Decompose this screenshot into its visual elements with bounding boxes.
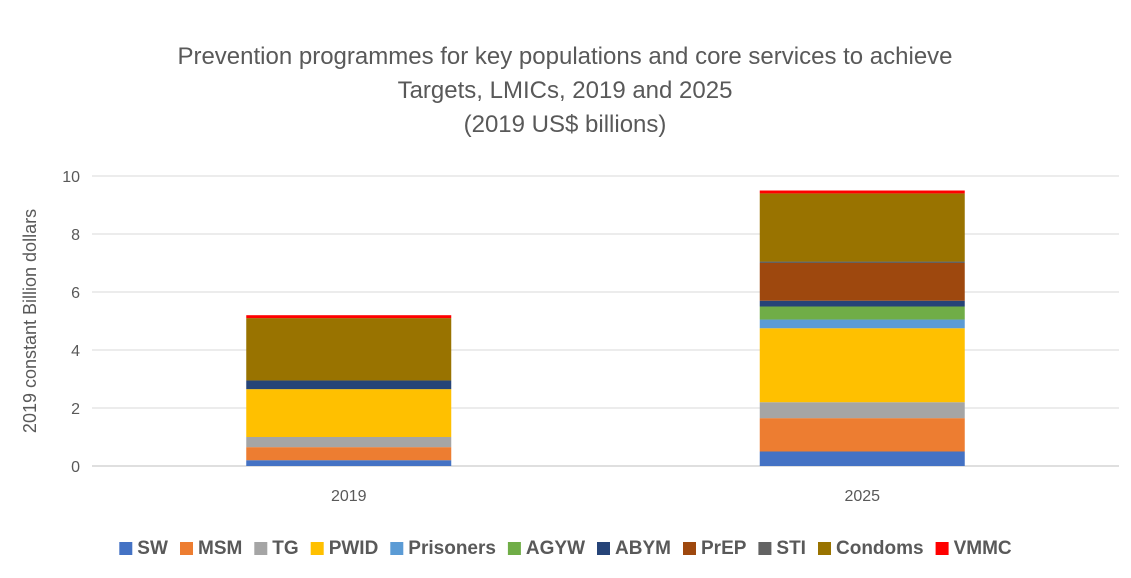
bar-segment-sw [759,451,965,466]
legend-swatch [758,542,772,555]
bar-segment-pwid [759,328,965,403]
legend-label: TG [272,538,298,559]
legend-item-msm: MSM [180,538,242,559]
legend-item-prisoners: Prisoners [390,538,496,559]
legend-swatch [180,542,193,555]
bar-segment-agyw [759,306,965,320]
bar-segment-prep [759,263,965,301]
legend-swatch [935,542,949,555]
legend-item-vmmc: VMMC [935,538,1012,559]
bar-segment-pwid [246,389,452,437]
chart-title-line-2: Targets, LMICs, 2019 and 2025 [398,77,733,104]
bar-segment-condoms [759,193,965,262]
legend-item-condoms: Condoms [818,538,924,559]
x-tick-label: 2019 [331,488,367,505]
bar-segment-abym [246,380,452,390]
bar-segment-tg [246,437,452,448]
legend-label: AGYW [526,538,585,559]
chart-title-line-3: (2019 US$ billions) [464,111,667,138]
x-tick-label: 2025 [844,488,880,505]
legend-swatch [119,542,133,555]
legend-swatch [254,542,268,555]
y-tick-label: 8 [71,227,80,244]
x-axis-ticks: 2019 2025 [331,488,880,505]
legend-swatch [818,542,831,555]
legend-swatch [390,542,404,555]
legend-label: PrEP [701,538,747,559]
y-axis-title: 2019 constant Billion dollars [20,209,40,433]
bar-segment-sw [246,460,452,466]
legend-label: ABYM [615,538,671,559]
chart-title-line-1: Prevention programmes for key population… [177,43,952,70]
legend-item-agyw: AGYW [507,538,585,559]
bar-segment-msm [759,418,965,452]
y-tick-label: 6 [71,285,80,302]
y-tick-label: 2 [71,401,80,418]
bars [246,190,965,466]
y-tick-label: 0 [71,459,80,476]
bar-segment-msm [246,447,452,461]
y-tick-label: 10 [62,169,80,186]
legend-item-sti: STI [758,538,806,559]
bar-segment-vmmc [246,315,452,319]
y-axis-ticks: 0 2 4 6 8 10 [62,169,80,476]
bar-segment-sti [759,261,965,263]
legend-label: PWID [329,538,379,559]
bar-segment-vmmc [759,190,965,194]
bar-segment-prisoners [759,319,965,329]
legend-label: VMMC [954,538,1012,559]
legend-swatch [310,542,324,555]
legend-item-prep: PrEP [683,538,747,559]
bar-segment-abym [759,300,965,307]
legend-label: Prisoners [408,538,496,559]
legend-label: MSM [198,538,242,559]
bar-segment-tg [759,402,965,419]
legend-item-sw: SW [119,538,168,559]
legend-label: SW [137,538,168,559]
legend-swatch [507,542,521,555]
legend-label: Condoms [836,538,924,559]
bar-segment-condoms [246,318,452,381]
chart-title: Prevention programmes for key population… [177,43,952,138]
y-tick-label: 4 [71,343,80,360]
legend-item-abym: ABYM [597,538,671,559]
legend: SW MSM TG PWID Prisoners AGYW ABYM PrEP STI Condo… [119,538,1012,559]
legend-item-tg: TG [254,538,299,559]
legend-item-pwid: PWID [310,538,379,559]
legend-label: STI [776,538,806,559]
legend-swatch [683,542,696,555]
legend-swatch [597,542,610,555]
gridlines [92,175,1119,467]
